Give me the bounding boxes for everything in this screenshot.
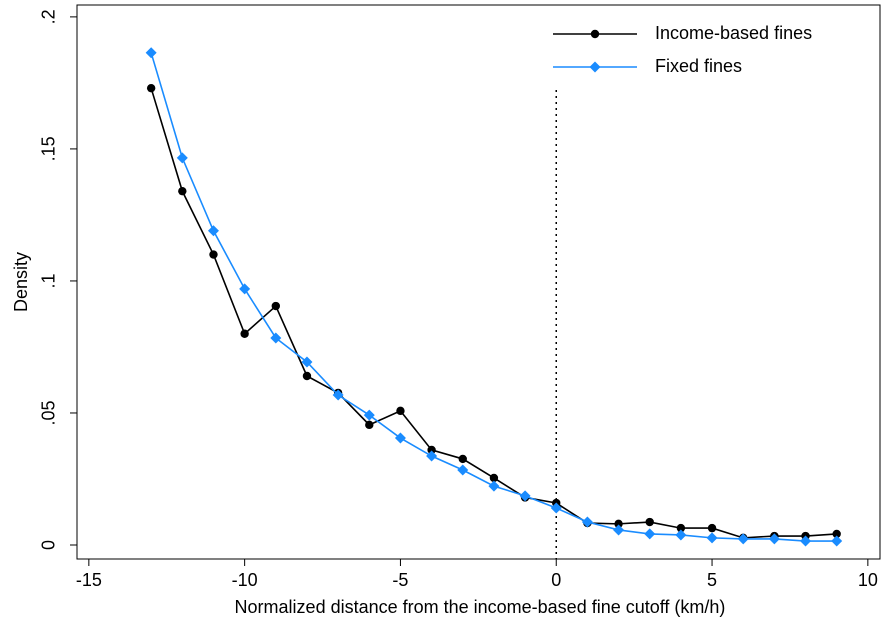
data-point [176,152,188,164]
data-point [581,516,593,528]
data-point [270,332,282,344]
data-point [768,533,780,545]
data-point [613,524,625,536]
legend-label: Income-based fines [655,23,812,43]
data-point [457,464,469,476]
data-point [519,490,531,502]
data-point [831,535,843,547]
x-tick-label: -15 [76,570,102,590]
data-point [832,529,841,539]
y-tick-label: 0 [39,540,59,550]
x-tick-label: -5 [392,570,408,590]
x-tick-label: -10 [232,570,258,590]
data-point [302,371,312,381]
data-point [271,301,281,311]
data-point [800,535,812,547]
series-line [150,87,837,539]
data-point [427,445,436,455]
data-point [488,480,500,492]
data-point [676,523,686,533]
data-point [394,432,406,444]
data-point [146,83,156,93]
x-tick-label: 10 [858,570,878,590]
legend-label: Fixed fines [655,56,742,76]
data-point [675,529,687,541]
data-point [458,454,467,464]
series-line [150,52,837,542]
plot-frame [76,4,881,560]
y-tick-label: .15 [39,136,59,161]
data-point [550,502,562,514]
data-point [239,283,251,295]
data-point [209,250,218,259]
data-point [426,450,438,462]
data-point [301,356,313,368]
data-point [489,473,499,483]
data-point [332,389,344,401]
data-point [363,409,375,421]
data-point [644,528,656,540]
x-tick-label: 5 [707,570,717,590]
y-tick-label: .05 [39,400,59,425]
x-axis-label: Normalized distance from the income-base… [235,597,726,617]
data-point [707,523,717,533]
data-point [207,225,219,237]
y-tick-label: .1 [39,273,59,288]
data-point [240,329,249,338]
data-point [396,406,405,416]
legend-marker [590,29,600,39]
data-point [145,47,157,59]
x-tick-label: 0 [551,570,561,590]
data-point [645,517,654,527]
data-point [706,532,718,544]
data-point [614,519,623,529]
y-axis-label: Density [11,252,31,312]
legend-marker [589,61,601,73]
data-point [178,186,187,196]
y-tick-label: .2 [39,9,59,24]
data-point [737,533,749,545]
data-point [365,420,374,430]
